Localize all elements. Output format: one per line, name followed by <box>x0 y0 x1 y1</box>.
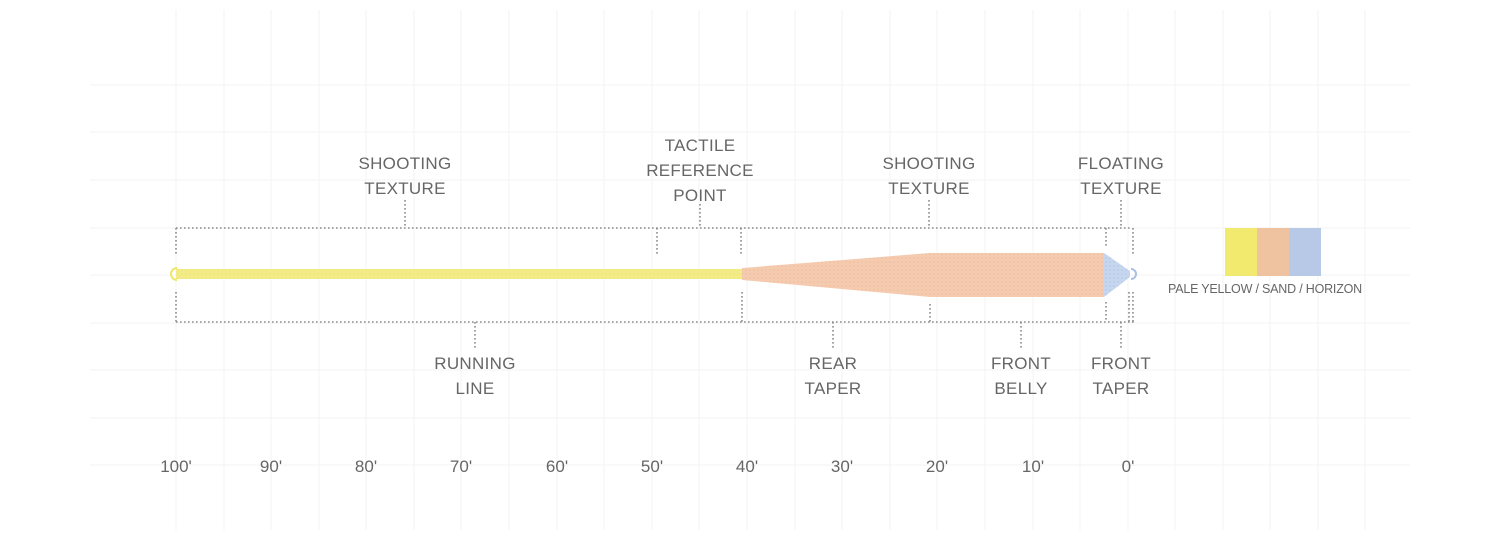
swatch-pale-yellow <box>1225 228 1257 276</box>
front-belly-segment <box>930 253 1104 297</box>
front-taper-segment <box>1104 253 1137 297</box>
legend-label: PALE YELLOW / SAND / HORIZON <box>1168 282 1362 296</box>
rear-taper-segment <box>742 253 930 297</box>
swatch-sand <box>1257 228 1289 276</box>
label-floating-texture: FLOATING TEXTURE <box>1077 154 1165 198</box>
tick-label: 50' <box>640 457 664 476</box>
tick-label: 20' <box>925 457 949 476</box>
label-front-taper: FRONT TAPER <box>1090 354 1152 398</box>
label-running-line: RUNNING LINE <box>434 354 516 398</box>
swatch-horizon <box>1289 228 1321 276</box>
tick-label: 0' <box>1121 457 1135 476</box>
tick-label: 70' <box>449 457 473 476</box>
label-shooting-texture-head: SHOOTING TEXTURE <box>882 154 976 198</box>
running-line-segment <box>170 267 742 281</box>
label-tactile-reference-point: TACTILE REFERENCE POINT <box>646 136 754 205</box>
label-shooting-texture-running: SHOOTING TEXTURE <box>358 154 452 198</box>
label-rear-taper: REAR TAPER <box>804 354 862 398</box>
tick-label: 30' <box>830 457 854 476</box>
tick-label: 80' <box>354 457 378 476</box>
bottom-brackets <box>175 292 1134 350</box>
tick-label: 40' <box>735 457 759 476</box>
tick-label: 10' <box>1021 457 1045 476</box>
label-front-belly: FRONT BELLY <box>990 354 1052 398</box>
tick-label: 90' <box>259 457 283 476</box>
top-brackets <box>175 200 1134 256</box>
tick-label: 100' <box>160 457 192 476</box>
tick-label: 60' <box>545 457 569 476</box>
